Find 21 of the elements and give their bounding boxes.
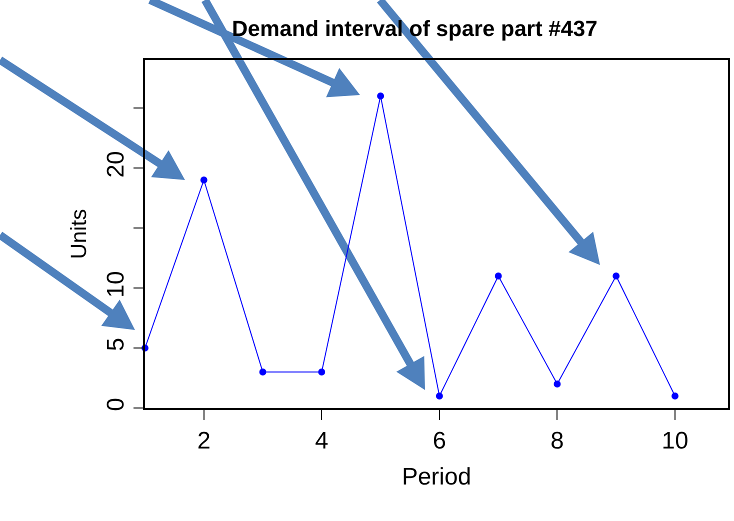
point (318, 368, 326, 376)
point (377, 92, 384, 100)
y-tick-label: 0 (102, 398, 130, 412)
point (672, 392, 678, 400)
point (259, 368, 266, 376)
point (436, 392, 443, 400)
y-axis-title: Units (66, 208, 91, 260)
x-tick-label: 4 (314, 428, 328, 455)
x-tick-label: 2 (197, 428, 211, 455)
x-tick-label: 6 (432, 428, 446, 455)
y-tick-label: 20 (102, 151, 130, 178)
point (554, 380, 561, 388)
point (494, 272, 502, 280)
chart-title: Demand interval of spare part #437 (232, 16, 598, 42)
x-tick-label: 10 (662, 428, 688, 455)
x-axis-title: Period (402, 463, 472, 490)
point (200, 176, 208, 184)
x-tick-label: 8 (550, 428, 564, 455)
y-tick-label: 5 (102, 338, 130, 352)
point (612, 272, 620, 280)
y-tick-label: 10 (102, 271, 130, 298)
